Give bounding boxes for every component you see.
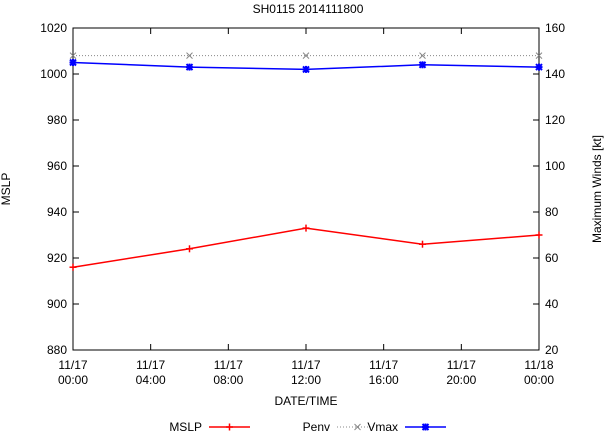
x-tick-label-time: 00:00 [58,373,88,387]
y-tick-label-left: 1000 [40,67,67,81]
marker-stroke [354,423,361,431]
y-tick-label-left: 940 [47,205,67,219]
data-point-mslp [419,240,426,248]
y-tick-label-right: 120 [545,113,565,127]
marker-stroke [418,61,427,69]
marker-stroke [69,58,77,67]
y-tick-label-right: 20 [545,343,559,357]
marker-stroke [419,52,426,59]
y-tick-label-left: 980 [47,113,67,127]
right-axis: 20 40 60 80 100 120 140 160 [545,21,565,357]
x-tick-label-date: 11/17 [447,358,476,372]
left-axis: 880 900 920 940 960 980 1000 1020 [40,21,539,357]
y-tick-label-right: 100 [545,159,565,173]
marker-stroke [185,63,194,71]
y-tick-label-left: 880 [47,343,67,357]
y-tick-label-left: 920 [47,251,67,265]
legend-marker-penv [354,423,361,431]
data-point-mslp [69,263,77,271]
marker-stroke [302,52,310,59]
legend-label-penv: Penv [303,420,330,432]
x-tick-label-date: 11/18 [524,358,553,372]
y-tick-label-right: 140 [545,67,565,81]
data-point-vmax [535,63,543,71]
x-tick-label-time: 00:00 [524,373,554,387]
y-tick-label-right: 60 [545,251,559,265]
marker-stroke [69,52,77,59]
marker-stroke [186,52,193,59]
x-tick-label-date: 11/17 [291,358,320,372]
series-line-mslp [72,227,540,268]
data-point-mslp [302,224,310,232]
data-point-penv [69,52,77,59]
x-tick-label-date: 11/17 [369,358,398,372]
marker-stroke [535,52,543,59]
x-tick-label-date: 11/17 [136,358,165,372]
y-axis-label-right: Maximum Winds [kt] [590,135,604,243]
x-tick-label-time: 04:00 [136,373,166,387]
data-point-vmax [418,61,427,69]
plot-area [72,27,540,351]
data-point-mslp [186,245,193,253]
x-tick-label-time: 08:00 [213,373,243,387]
data-point-vmax [185,63,194,71]
data-point-vmax [302,65,310,74]
legend-marker-mslp [226,423,233,431]
chart-title: SH0115 2014111800 [253,2,364,16]
y-tick-label-left: 1020 [40,21,67,35]
marker-stroke [535,63,543,71]
x-tick-label-date: 11/17 [214,358,243,372]
y-tick-label-right: 80 [545,205,559,219]
data-point-penv [186,52,193,59]
legend-marker-vmax [421,423,430,431]
marker-stroke [302,65,310,74]
marker-stroke [421,423,430,431]
x-tick-label-date: 11/17 [58,358,87,372]
data-point-vmax [69,58,77,67]
data-point-penv [419,52,426,59]
legend-label-mslp: MSLP [169,420,202,432]
data-point-penv [535,52,543,59]
x-tick-label-time: 16:00 [369,373,399,387]
y-axis-label-left: MSLP [0,173,13,206]
data-point-penv [302,52,310,59]
y-tick-label-left: 960 [47,159,67,173]
x-axis: 11/1700:0011/1704:0011/1708:0011/1712:00… [58,28,554,387]
x-axis-label: DATE/TIME [274,394,337,408]
y-tick-label-right: 40 [545,297,559,311]
series-layer [69,52,543,271]
y-tick-label-left: 900 [47,297,67,311]
x-tick-label-time: 12:00 [291,373,321,387]
data-point-mslp [535,231,543,239]
x-tick-label-time: 20:00 [446,373,476,387]
y-tick-label-right: 160 [545,21,565,35]
legend: MSLP Penv Vmax [169,420,446,432]
legend-label-vmax: Vmax [367,420,398,432]
